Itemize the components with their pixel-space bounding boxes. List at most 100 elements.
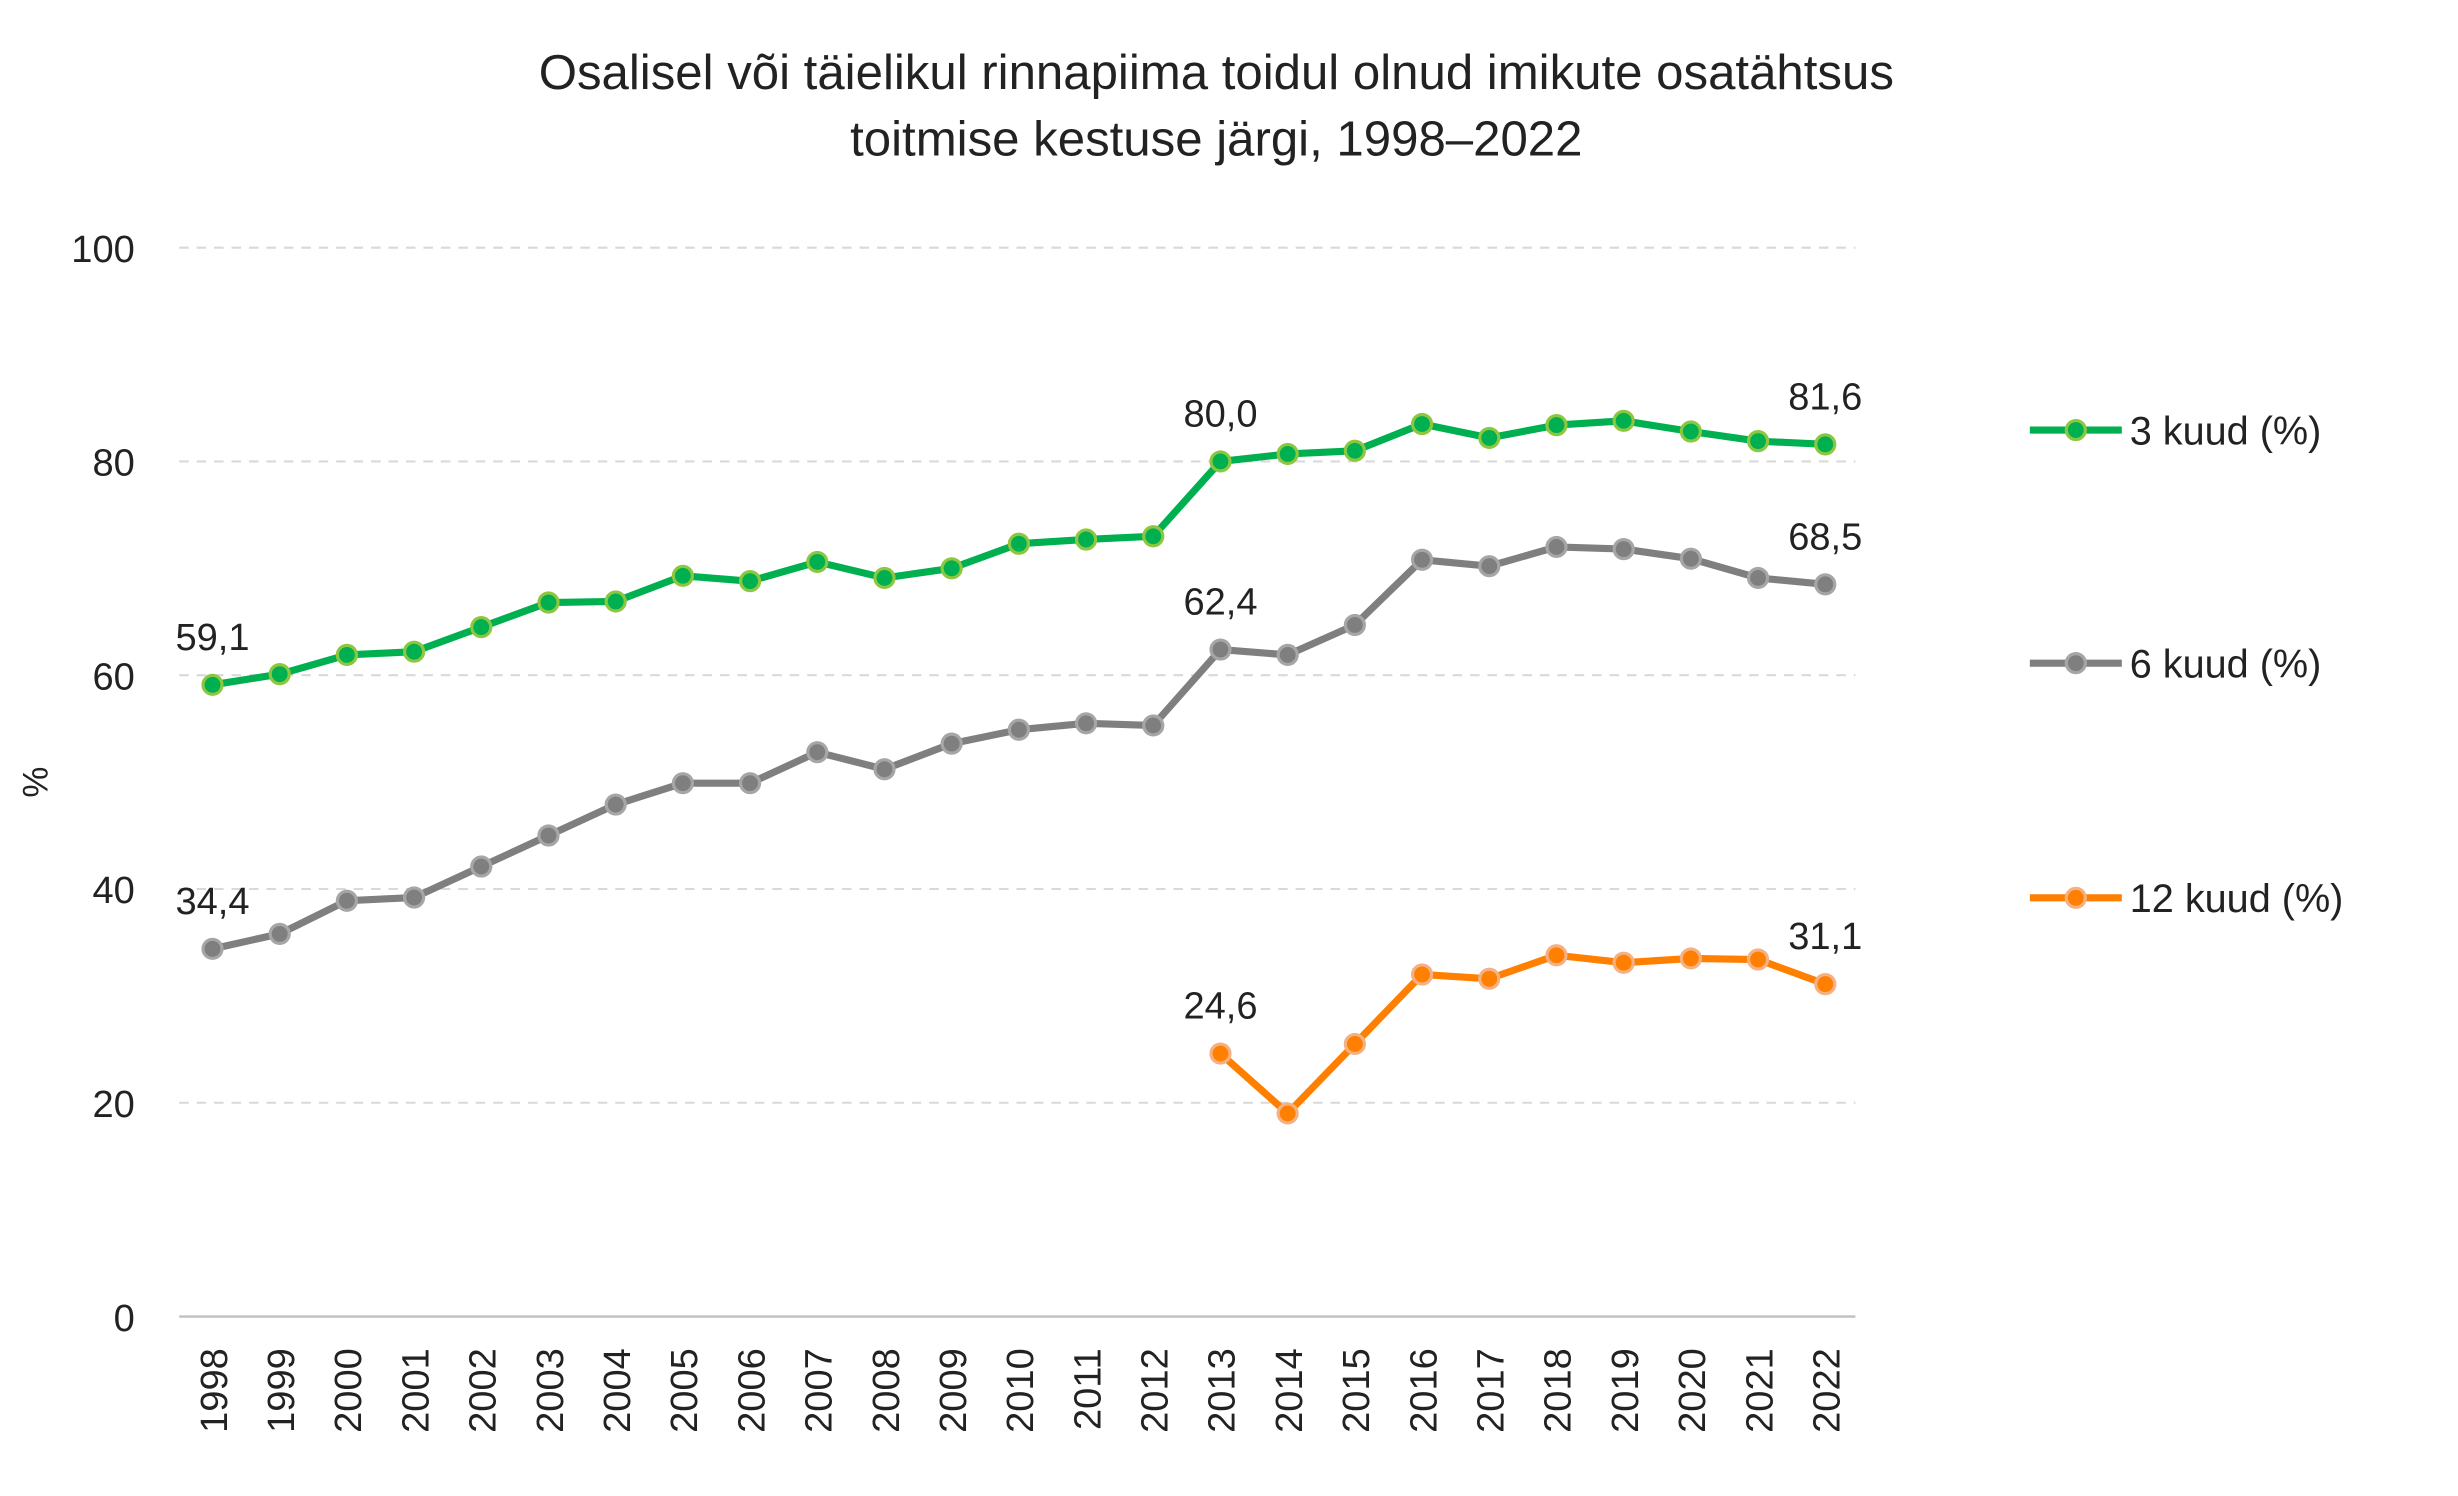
data-point: [1814, 573, 1837, 596]
data-point: [335, 889, 358, 912]
data-point: [268, 663, 291, 686]
data-point: [1343, 613, 1366, 637]
legend-marker: [2064, 886, 2087, 909]
data-point: [1209, 1042, 1232, 1065]
y-tick-label: 80: [92, 443, 134, 485]
data-point: [1343, 1032, 1366, 1056]
data-point: [201, 937, 224, 960]
data-point: [1276, 442, 1299, 466]
data-point: [1545, 944, 1568, 967]
data-point: [402, 886, 426, 909]
legend-label: 12 kuud (%): [2130, 877, 2344, 921]
series-3: 24,6 31,1: [1183, 916, 1862, 1125]
x-tick-label: 2002: [463, 1348, 505, 1433]
data-point: [1746, 430, 1770, 453]
data-label: 81,6: [1788, 376, 1862, 418]
x-tick-label: 2007: [799, 1348, 841, 1433]
data-point: [1545, 414, 1568, 437]
data-point: [1410, 548, 1434, 571]
x-tick-label: 2004: [597, 1348, 639, 1433]
data-point: [470, 616, 493, 639]
legend-item: 3 kuud (%): [2029, 409, 2322, 453]
y-tick-label: 60: [92, 656, 134, 698]
data-point: [1343, 439, 1366, 462]
data-point: [1478, 967, 1501, 990]
data-point: [537, 824, 560, 847]
data-point: [470, 855, 493, 878]
x-tick-label: 2009: [933, 1348, 975, 1433]
data-point: [1276, 1102, 1299, 1125]
data-point: [1612, 409, 1635, 432]
data-point: [1074, 528, 1098, 551]
data-point: [1410, 963, 1434, 986]
data-point: [1746, 566, 1770, 590]
x-tick-label: 2015: [1336, 1348, 1378, 1433]
x-tick-label: 2022: [1807, 1348, 1849, 1433]
x-tick-label: 2005: [664, 1348, 706, 1433]
data-point: [1074, 712, 1098, 735]
x-tick-label: 2016: [1403, 1348, 1445, 1433]
data-label: 59,1: [175, 617, 249, 659]
x-tick-label: 2006: [731, 1348, 773, 1433]
data-point: [1545, 535, 1568, 559]
data-point: [1276, 643, 1299, 667]
x-tick-label: 2003: [530, 1348, 572, 1433]
x-tick-label: 2018: [1538, 1348, 1580, 1433]
x-tick-label: 2017: [1471, 1348, 1513, 1433]
data-point: [1007, 532, 1030, 555]
x-tick-label: 2019: [1605, 1348, 1647, 1433]
series-2: 34,4 62,4 68,5: [175, 516, 1862, 960]
data-label: 62,4: [1183, 582, 1257, 624]
data-point: [1612, 951, 1635, 974]
data-point: [1814, 973, 1837, 996]
data-label: 68,5: [1788, 516, 1862, 558]
data-label: 31,1: [1788, 916, 1862, 958]
data-point: [1410, 412, 1434, 436]
data-point: [1478, 555, 1501, 578]
legend-marker: [2064, 418, 2087, 442]
y-tick-label: 40: [92, 870, 134, 912]
x-tick-label: 1998: [194, 1348, 236, 1433]
series-1: 59,1 80,0 81,6: [175, 376, 1862, 696]
y-axis-label: %: [17, 767, 56, 798]
x-tick-label: 2013: [1202, 1348, 1244, 1433]
data-point: [738, 570, 762, 593]
data-point: [1142, 714, 1165, 737]
x-tick-label: 1999: [261, 1348, 303, 1433]
x-tick-label: 2011: [1067, 1348, 1109, 1430]
data-point: [806, 741, 829, 764]
data-point: [738, 772, 762, 795]
legend-item: 6 kuud (%): [2029, 642, 2322, 686]
data-point: [671, 772, 694, 795]
data-label: 80,0: [1183, 394, 1257, 436]
data-label: 34,4: [175, 881, 249, 923]
x-tick-label: 2012: [1135, 1348, 1177, 1433]
data-point: [268, 922, 291, 945]
data-point: [537, 591, 560, 614]
x-tick-label: 2020: [1672, 1348, 1714, 1433]
y-tick-label: 0: [114, 1298, 135, 1340]
legend-label: 6 kuud (%): [2130, 642, 2322, 686]
data-point: [604, 590, 627, 613]
data-point: [1679, 420, 1702, 443]
data-point: [1679, 947, 1702, 970]
x-tick-label: 2008: [866, 1348, 908, 1433]
data-point: [335, 643, 358, 667]
x-tick-label: 2014: [1269, 1348, 1311, 1433]
legend-marker: [2064, 652, 2087, 675]
x-tick-label: 2010: [1000, 1348, 1042, 1433]
data-point: [671, 564, 694, 587]
data-point: [873, 758, 896, 781]
data-point: [1209, 638, 1232, 661]
chart-subtitle: toitmise kestuse järgi, 1998–2022: [850, 112, 1582, 167]
x-tick-label: 2021: [1739, 1348, 1781, 1433]
data-point: [201, 673, 224, 696]
data-point: [806, 550, 829, 574]
data-point: [1612, 537, 1635, 561]
x-tick-label: 2000: [328, 1348, 370, 1433]
series-line: [1218, 951, 1827, 1118]
data-point: [1478, 426, 1501, 450]
y-tick-label: 100: [71, 229, 134, 271]
legend-label: 3 kuud (%): [2130, 409, 2322, 453]
